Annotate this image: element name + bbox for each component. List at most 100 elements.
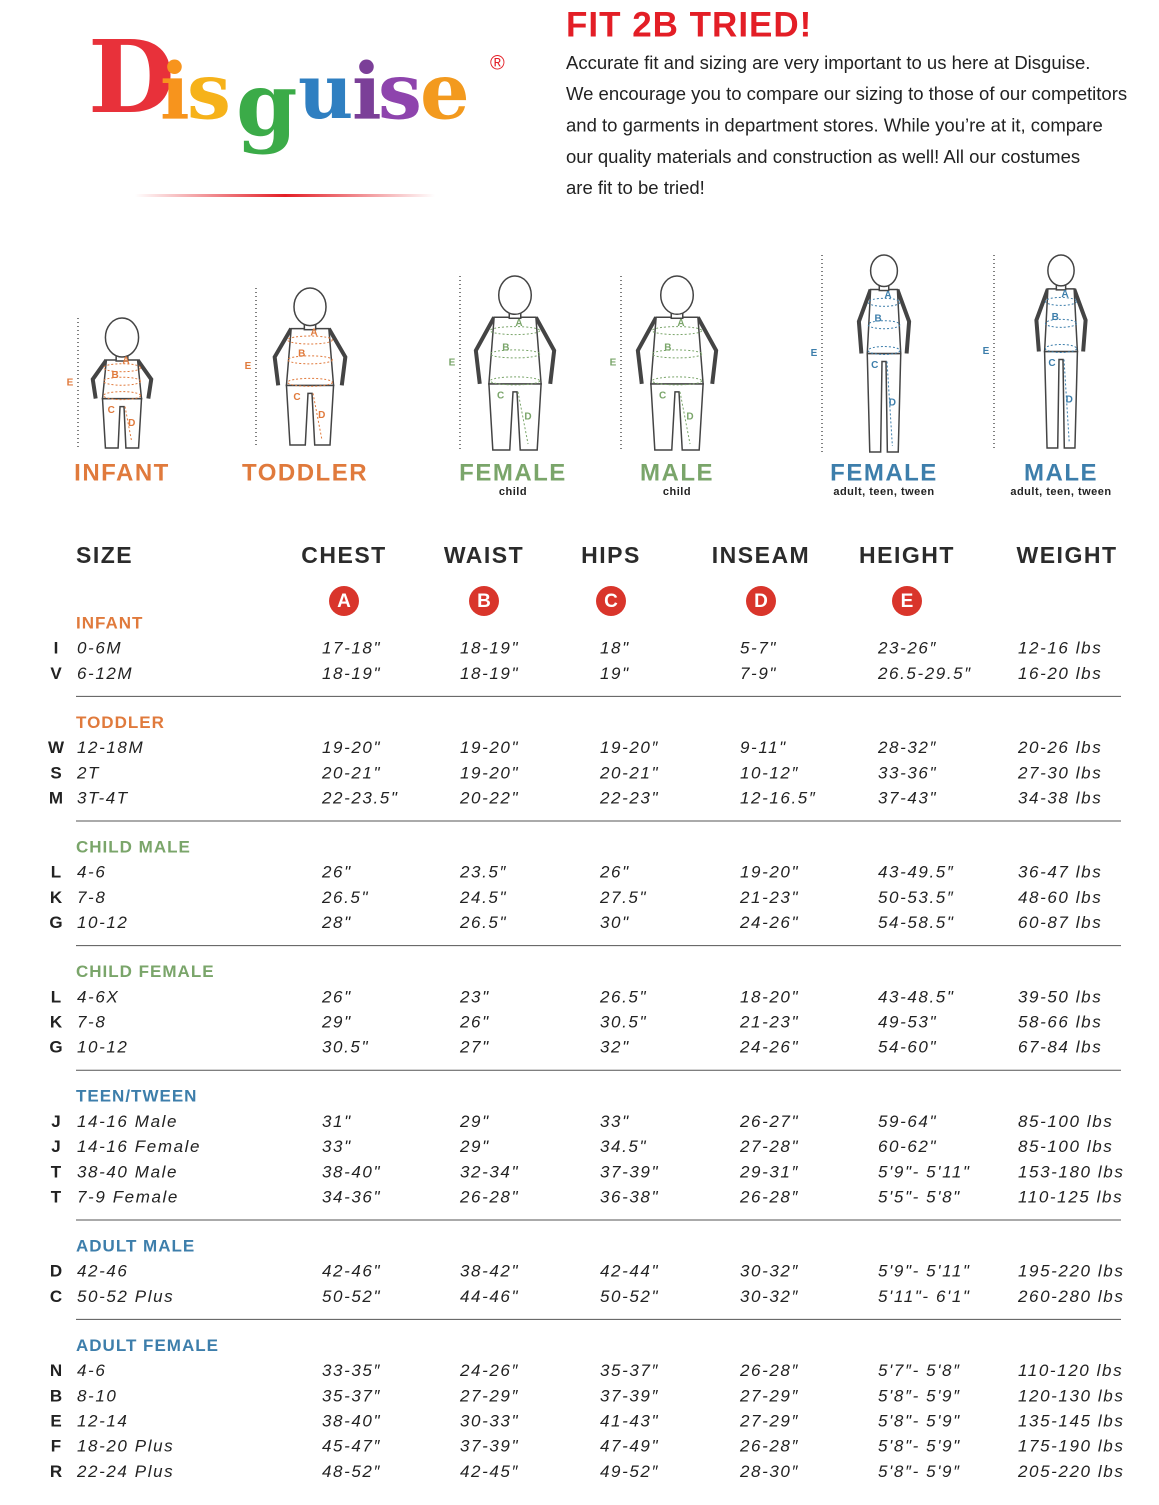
table-cell: 24-26" [739,1038,799,1057]
figure-letter: C [871,360,878,371]
table-cell: 49-53" [878,1012,937,1031]
column-badge [746,586,776,616]
figure: A B C D E [610,275,719,451]
table-cell: 22-24 Plus [76,1462,174,1481]
measure-ring [102,376,142,386]
table-cell: 6-12M [77,664,133,683]
figure-letter: A [310,328,317,339]
table-cell: 50-52" [600,1287,659,1306]
figure-label: INFANT [74,459,170,486]
measure-ring [651,349,703,359]
table-cell: 21-23" [739,888,799,907]
measure-ring [489,349,541,359]
row-code: K [50,888,63,907]
figure-letter: E [811,348,818,359]
table-cell: 38-40" [322,1411,381,1430]
figure-letter: C [659,391,666,402]
table-cell: 175-190 lbs [1018,1437,1124,1456]
table-cell: 33-36" [878,763,937,782]
column-badge [596,586,626,616]
table-cell: 85-100 lbs [1018,1112,1113,1131]
column-letter: C [604,591,618,612]
logo-letter: i [160,47,190,138]
table-cell: 110-125 lbs [1018,1187,1123,1206]
figure-letter: A [884,290,891,301]
figure-letter: D [686,412,693,423]
measure-ring [489,376,541,386]
table-cell: 27-28" [739,1137,799,1156]
table-cell: 35-37″ [322,1386,381,1405]
table-cell: 12-14 [77,1411,128,1430]
table-cell: 5-7" [740,639,777,658]
intro-line: Accurate fit and sizing are very importa… [566,52,1090,73]
figure-letter: D [128,418,135,429]
row-code: W [48,738,65,757]
table-cell: 38-40 Male [77,1162,178,1181]
table-cell: 54-58.5" [878,913,955,932]
table-cell: 19-20" [460,763,519,782]
table-cell: 49-52″ [600,1462,659,1481]
figure-letter: D [889,397,896,408]
table-cell: 19-20" [322,738,381,757]
figure-arm [1034,288,1088,352]
table-cell: 29-31″ [739,1162,799,1181]
table-cell: 29" [459,1137,490,1156]
table-cell: 10-12 [77,1038,128,1057]
table-cell: 27-29″ [739,1411,799,1430]
inseam-line [517,391,529,445]
table-cell: 22-23.5" [321,788,399,807]
column-letter: A [337,591,351,612]
table-cell: 48-52″ [322,1462,381,1481]
table-cell: 43-48.5" [878,987,955,1006]
figure-letter: C [1048,358,1055,369]
column-header: WAIST [444,542,524,568]
group-title: TEEN/TWEEN [76,1087,197,1106]
logo-letter: g [236,52,298,156]
table-cell: 26" [599,863,630,882]
table-cell: 45-47″ [322,1437,381,1456]
intro-line: We encourage you to compare our sizing t… [566,83,1127,104]
table-cell: 10-12 [77,913,128,932]
table-cell: 21-23" [739,1012,799,1031]
table-cell: 67-84 lbs [1018,1038,1102,1057]
table-cell: 19" [600,664,630,683]
table-cell: 60-87 lbs [1018,913,1102,932]
logo-letter: i [352,47,382,138]
table-cell: 0-6M [77,639,122,658]
table-cell: 58-66 lbs [1018,1012,1102,1031]
table-cell: 33" [600,1112,630,1131]
table-cell: 12-16 lbs [1018,639,1102,658]
row-code: G [49,1038,62,1057]
table-cell: 18-19" [322,664,381,683]
table-cell: 20-21" [599,763,659,782]
logo-letter: s [378,47,422,138]
figure-letter: C [497,391,504,402]
row-code: L [51,987,61,1006]
figure-letter: A [1061,289,1068,300]
table-cell: 19-20" [460,738,519,757]
page-title: FIT 2B TRIED! [566,5,812,44]
figure-arm [856,288,912,354]
figure-head [104,317,140,358]
table-cell: 27-29″ [459,1386,519,1405]
measure-ring [867,297,901,307]
figure-leg [866,352,902,453]
figure-letter: E [449,358,456,369]
measure-ring [102,363,142,373]
figure-sublabel: adult, teen, tween [1010,486,1111,498]
column-header: HEIGHT [859,542,955,568]
inseam-line [679,391,691,445]
figure-leg [488,383,542,451]
intro-line: are fit to be tried! [566,177,705,198]
figure-letter: A [515,318,522,329]
table-cell: 34.5" [600,1137,647,1156]
table-cell: 18-20 Plus [77,1437,174,1456]
table-cell: 135-145 lbs [1018,1411,1124,1430]
figure-label: TODDLER [242,459,368,486]
row-code: J [51,1112,60,1131]
figure-label: MALE [1024,459,1098,486]
inseam-line [1063,359,1070,443]
table-cell: 26" [321,987,352,1006]
